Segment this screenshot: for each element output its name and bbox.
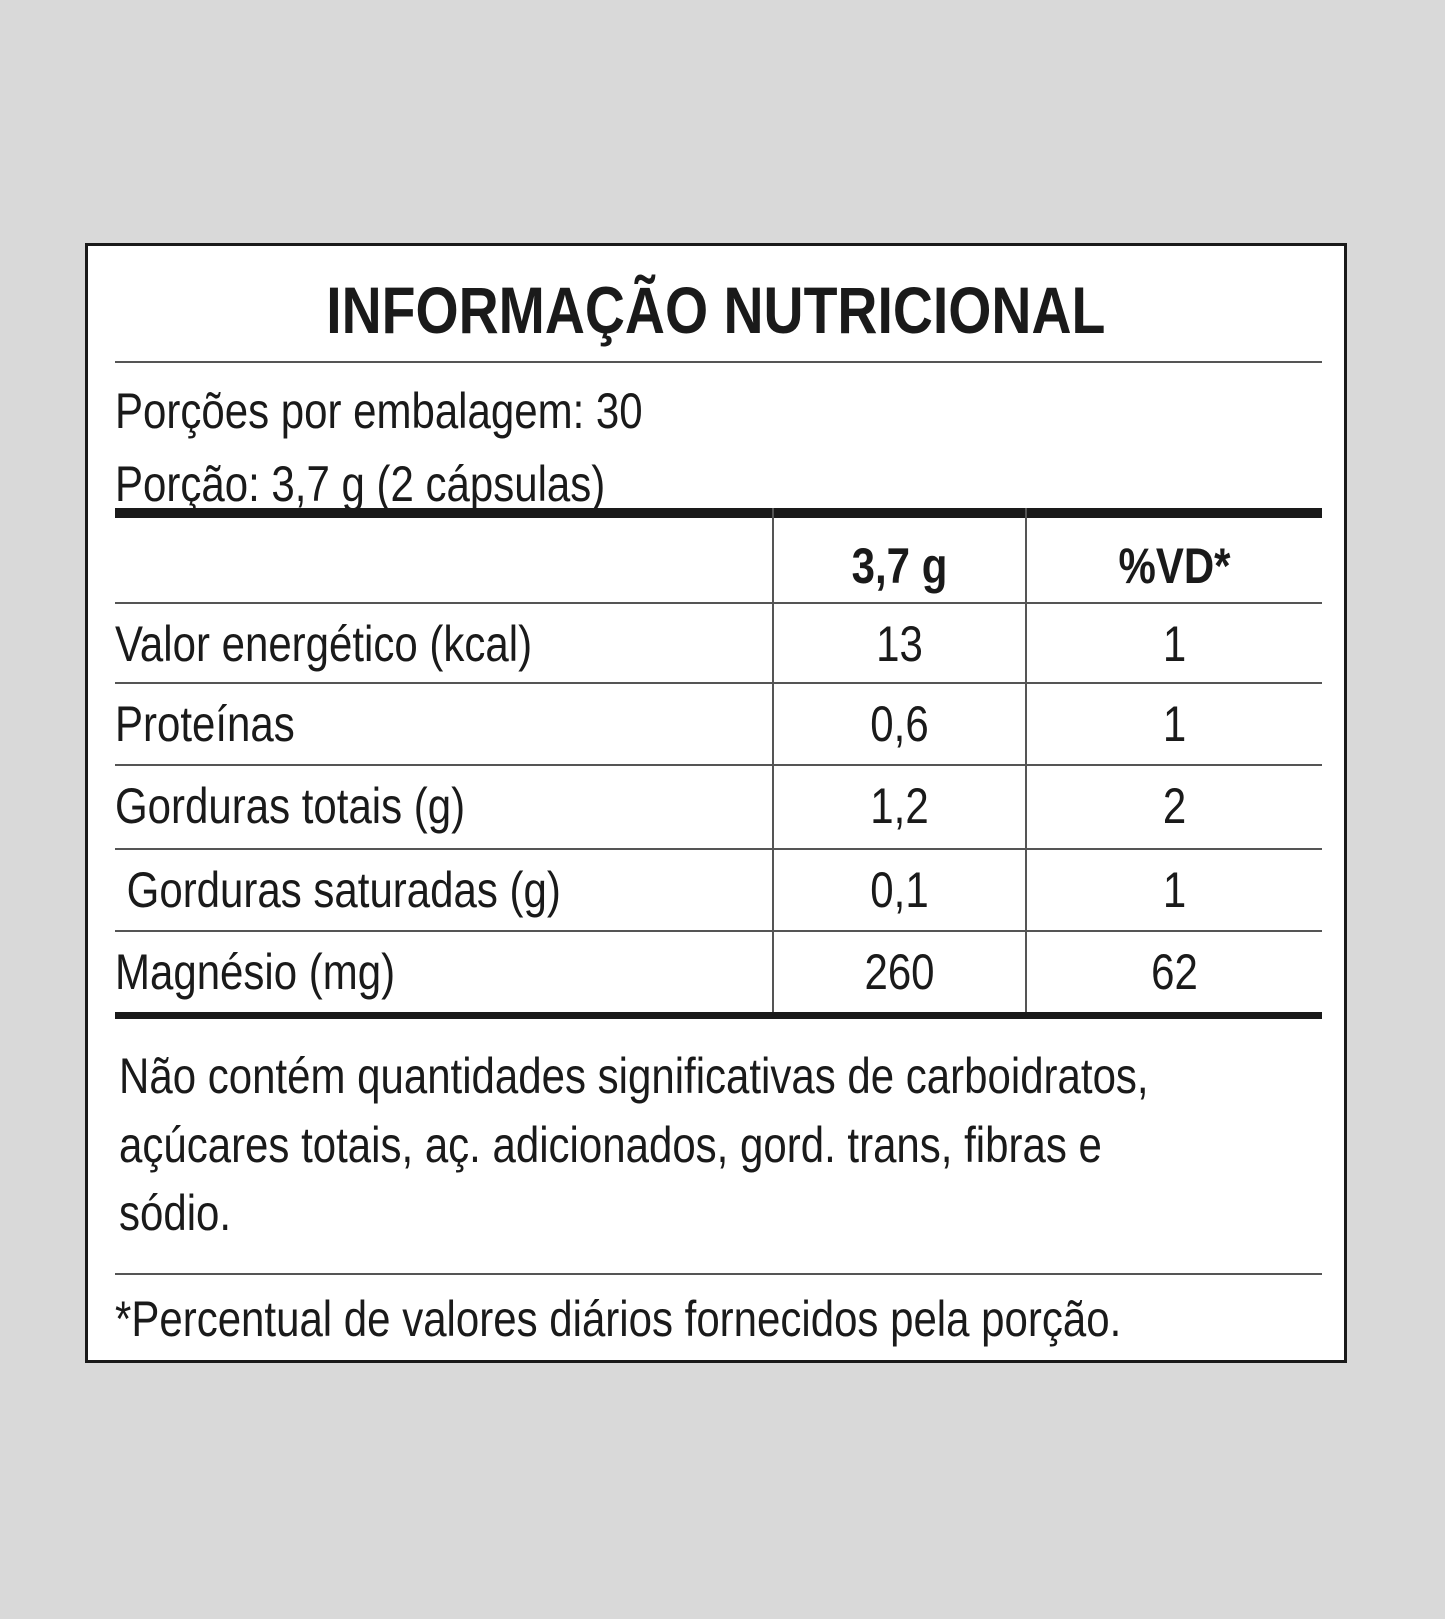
nutrition-facts-table: INFORMAÇÃO NUTRICIONAL Porções por embal…	[85, 243, 1347, 1363]
nutrient-amount: 1,2	[870, 778, 929, 834]
nutrient-amount: 0,1	[870, 862, 929, 918]
divider	[115, 361, 1322, 363]
column-divider	[772, 508, 774, 1018]
divider	[115, 602, 1322, 604]
nutrient-amount: 260	[864, 944, 935, 1000]
note-line: açúcares totais, aç. adicionados, gord. …	[119, 1117, 1102, 1173]
column-header-amount: 3,7 g	[851, 538, 948, 594]
nutrient-dv: 2	[1162, 778, 1187, 834]
column-header-dv: %VD*	[1118, 538, 1231, 594]
nutrient-dv: 1	[1162, 696, 1187, 752]
nutrient-label: Magnésio (mg)	[115, 944, 396, 1000]
nutrient-amount: 0,6	[870, 696, 929, 752]
divider	[115, 682, 1322, 684]
divider	[115, 930, 1322, 932]
thick-divider	[115, 508, 1322, 518]
nutrient-label: Proteínas	[115, 696, 295, 752]
nutrient-dv: 1	[1162, 616, 1187, 672]
footnote: *Percentual de valores diários fornecido…	[115, 1291, 1122, 1347]
serving-size: Porção: 3,7 g (2 cápsulas)	[115, 456, 606, 512]
nutrient-label: Gorduras saturadas (g)	[115, 862, 561, 918]
table-title: INFORMAÇÃO NUTRICIONAL	[326, 273, 1106, 347]
divider	[115, 848, 1322, 850]
nutrient-label: Valor energético (kcal)	[115, 616, 533, 672]
servings-per-package: Porções por embalagem: 30	[115, 383, 643, 439]
nutrient-label: Gorduras totais (g)	[115, 778, 466, 834]
nutrient-dv: 62	[1151, 944, 1198, 1000]
nutrient-amount: 13	[876, 616, 923, 672]
thick-divider	[115, 1012, 1322, 1019]
divider	[115, 764, 1322, 766]
note-line: sódio.	[119, 1185, 232, 1241]
note-line: Não contém quantidades significativas de…	[119, 1048, 1149, 1104]
divider	[115, 1273, 1322, 1275]
column-divider	[1025, 508, 1027, 1018]
nutrient-dv: 1	[1162, 862, 1187, 918]
